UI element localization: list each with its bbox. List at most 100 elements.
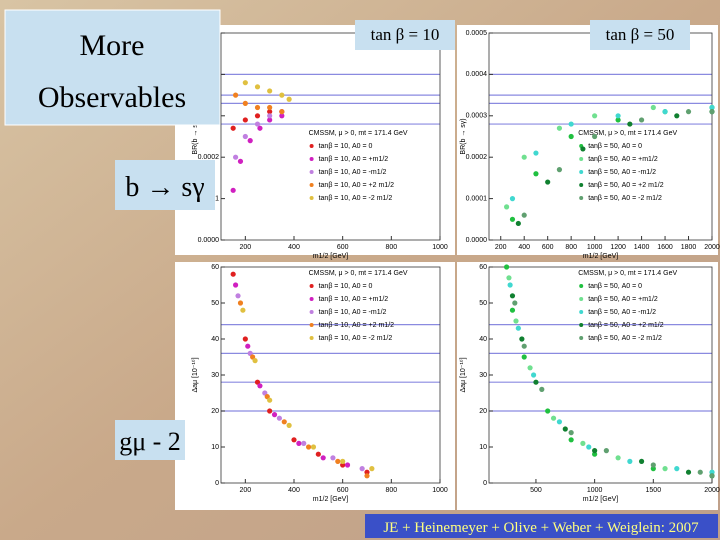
point (506, 275, 512, 281)
x-axis-label: m1/2 [GeV] (583, 496, 618, 503)
point (230, 271, 236, 277)
legend-swatch (579, 297, 584, 301)
y-tick-label: 0.0003 (466, 113, 488, 120)
point (592, 451, 598, 457)
point (556, 167, 563, 173)
point (233, 154, 239, 160)
point (568, 430, 574, 436)
point (638, 458, 645, 464)
point (237, 158, 244, 164)
point (527, 365, 533, 371)
legend-swatch (309, 170, 314, 174)
x-axis-label: m1/2 [GeV] (583, 253, 618, 260)
point (267, 408, 273, 414)
point (550, 415, 557, 421)
legend-swatch (579, 323, 584, 327)
y-tick-label: 0.0001 (466, 195, 488, 202)
point (271, 412, 278, 418)
legend-label: tanβ = 10, A0 = -m1/2 (319, 169, 387, 176)
point (233, 92, 239, 98)
x-tick-label: 500 (530, 487, 542, 494)
x-tick-label: 800 (385, 487, 397, 494)
point (709, 104, 715, 111)
point (545, 408, 551, 414)
point (230, 187, 236, 193)
x-tick-label: 400 (518, 244, 530, 251)
x-tick-label: 1000 (432, 487, 448, 494)
point (257, 383, 263, 389)
point (344, 462, 351, 468)
point (254, 84, 261, 90)
y-tick-label: 60 (479, 264, 487, 271)
x-tick-label: 800 (565, 244, 577, 251)
legend-title: CMSSM, μ > 0, mt = 171.4 GeV (578, 270, 677, 277)
point (509, 307, 516, 313)
legend-swatch (309, 157, 314, 161)
point (235, 293, 241, 299)
point (685, 469, 692, 475)
point (556, 125, 563, 131)
y-tick-label: 20 (211, 408, 219, 415)
point (286, 96, 292, 102)
tan-label: tan β = 10 (371, 25, 440, 44)
point (509, 293, 516, 299)
point (568, 121, 574, 127)
point (254, 121, 261, 127)
y-tick-label: 20 (479, 408, 487, 415)
point (245, 343, 251, 349)
x-tick-label: 1500 (646, 487, 662, 494)
point (335, 458, 341, 464)
point (242, 336, 248, 342)
y-tick-label: 30 (211, 372, 219, 379)
point (252, 358, 258, 364)
point (519, 336, 525, 342)
x-tick-label: 1600 (657, 244, 673, 251)
legend-label: tanβ = 50, A0 = 0 (588, 283, 642, 290)
legend-label: tanβ = 10, A0 = -2 m1/2 (319, 335, 393, 342)
point (504, 204, 510, 210)
point (521, 343, 527, 349)
g2-label: gμ - 2 (119, 427, 181, 456)
point (650, 466, 656, 472)
point (592, 133, 598, 140)
citation: JE + Heinemeyer + Olive + Weber + Weigle… (383, 520, 699, 536)
y-tick-label: 40 (479, 336, 487, 343)
point (615, 455, 621, 461)
tan-label: tan β = 50 (606, 25, 675, 44)
point (267, 88, 273, 94)
y-axis-label: Δaμ [10⁻¹⁰] (191, 357, 199, 392)
charts: 0.00000.00010.00020.00030.00040.00052004… (175, 25, 720, 510)
point (330, 455, 336, 461)
legend-label: tanβ = 10, A0 = +2 m1/2 (319, 322, 395, 329)
legend-swatch (579, 284, 584, 288)
x-tick-label: 800 (385, 244, 397, 251)
legend-swatch (309, 144, 314, 148)
legend-swatch (309, 323, 314, 327)
plot-frame (220, 32, 441, 241)
point (562, 426, 568, 432)
x-tick-label: 400 (288, 244, 300, 251)
slide-title: More Observables (38, 29, 186, 114)
point (539, 386, 545, 392)
point (709, 469, 715, 475)
y-tick-label: 0 (483, 480, 487, 487)
y-tick-label: 40 (211, 336, 219, 343)
x-tick-label: 600 (542, 244, 554, 251)
x-tick-label: 1800 (681, 244, 697, 251)
point (301, 440, 307, 446)
legend-swatch (579, 170, 584, 174)
y-tick-label: 0 (215, 480, 219, 487)
point (296, 440, 302, 446)
point (697, 469, 703, 475)
legend-label: tanβ = 50, A0 = -2 m1/2 (588, 335, 662, 342)
legend-title: CMSSM, μ > 0, mt = 171.4 GeV (309, 130, 408, 137)
x-tick-label: 1000 (432, 244, 448, 251)
x-axis-label: m1/2 [GeV] (313, 253, 348, 260)
point (521, 354, 527, 360)
point (512, 300, 518, 306)
point (254, 113, 261, 119)
legend-label: tanβ = 50, A0 = +2 m1/2 (588, 182, 664, 189)
legend-label: tanβ = 10, A0 = +m1/2 (319, 156, 389, 163)
x-axis-label: m1/2 [GeV] (313, 496, 348, 503)
legend-label: tanβ = 50, A0 = -m1/2 (588, 309, 656, 316)
